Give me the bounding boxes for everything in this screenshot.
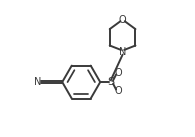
Text: O: O <box>119 15 126 25</box>
Text: O: O <box>115 86 122 96</box>
Text: O: O <box>115 68 122 78</box>
Text: S: S <box>107 77 115 87</box>
Text: N: N <box>34 77 41 87</box>
Text: N: N <box>119 47 126 57</box>
